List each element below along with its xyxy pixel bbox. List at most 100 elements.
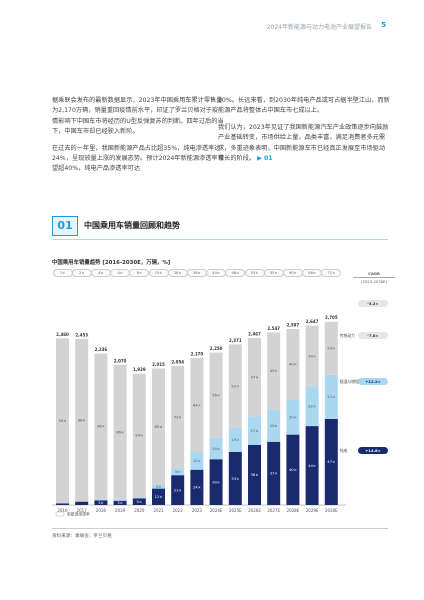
bar-segment-phev (267, 409, 281, 442)
bar-segment-bev (190, 469, 204, 505)
total-label: 2,705 (325, 315, 338, 320)
x-tick-label: 2022 (173, 508, 184, 513)
x-tick-label: 2028E (287, 508, 300, 513)
total-label: 2,236 (95, 347, 108, 352)
bar-segment-ice (132, 373, 146, 498)
legend-swatch (55, 511, 65, 517)
page-number: 5 (381, 21, 386, 29)
bar-segment-ice (56, 338, 69, 504)
cagr-pill (358, 332, 388, 339)
bar-segment-bev (324, 418, 338, 505)
cagr-range: (2023-2030E) (353, 277, 395, 284)
bar-segment-bev (171, 475, 185, 505)
segment-label: 17× (250, 428, 258, 433)
segment-label: 98× (78, 418, 86, 423)
total-label: 2,015 (152, 362, 165, 367)
bar-segment-phev (286, 399, 300, 435)
x-tick-label: 2030E (325, 508, 338, 513)
bar-segment-phev (190, 452, 204, 470)
total-label: 2,070 (114, 358, 127, 363)
segment-label: 30× (212, 479, 220, 484)
section-title: 中国乘用车销量回顾和趋势 (84, 221, 180, 230)
cagr-header: CAGR (2023-2030E) (353, 271, 395, 284)
penetration-badge: 71× (321, 269, 342, 277)
series-legend-label: 插混与增程 (340, 379, 359, 384)
x-tick-label: 2025E (229, 508, 242, 513)
segment-label: 37× (270, 471, 278, 476)
segment-label: 3× (156, 484, 162, 489)
segment-label: 3× (98, 500, 104, 505)
total-label: 1,939 (133, 367, 146, 372)
bar-segment-ice (286, 329, 300, 400)
total-label: 2,453 (75, 332, 88, 337)
total-label: 2,547 (267, 326, 280, 331)
x-tick-label: 2020 (134, 508, 145, 513)
segment-label: 14× (212, 446, 220, 451)
cagr-value: +12.2× (365, 379, 381, 384)
bar-segment-ice (209, 352, 223, 438)
segment-label: 19× (270, 423, 278, 428)
segment-label: 96× (97, 424, 105, 429)
text-column-left: 据乘联会发布的最新数据显示，2023年中国乘用车累计零售量为2,170万辆，销量… (52, 96, 224, 181)
section-divider (52, 239, 388, 240)
paragraph: 我们认为，2023年见证了我国新能源汽车产业政策逐步向鼓励产业基础转变，市场供给… (218, 123, 390, 165)
bar-segment-phev (305, 386, 319, 427)
segment-label: 56× (212, 393, 220, 398)
figure-reference-link[interactable]: ▶ 01 (257, 155, 273, 163)
series-legend-label: 传统动力 (340, 333, 355, 338)
segment-label: 36× (250, 472, 258, 477)
bar-segment-bev (75, 501, 89, 505)
segment-label: 5× (136, 499, 142, 504)
footer-divider (52, 528, 388, 529)
bar-segment-ice (228, 344, 242, 428)
segment-label: 45× (270, 368, 278, 373)
total-label: 2,371 (229, 338, 242, 343)
x-tick-label: 2021 (153, 508, 164, 513)
segment-label: 24× (193, 485, 201, 490)
total-label: 2,647 (306, 319, 319, 324)
page-header: 2024年新能源与动力电池产业展望报告 5 (0, 21, 424, 36)
segment-label: 99× (58, 418, 66, 423)
segment-label: 34× (308, 353, 316, 358)
segment-label: 96× (116, 429, 124, 434)
bar-segment-bev (305, 426, 319, 505)
bar-segment-ice (248, 337, 261, 417)
segment-label: 64× (193, 402, 201, 407)
cagr-value: +14.6× (365, 448, 381, 453)
segment-label: 47× (250, 374, 258, 379)
segment-label: 21× (327, 394, 335, 399)
bar-segment-phev (113, 499, 127, 501)
segment-label: 15× (231, 437, 239, 442)
bar-segment-bev (94, 500, 108, 505)
bar-segment-bev (286, 434, 300, 505)
bar-segment-bev (248, 444, 261, 505)
bar-segment-phev (171, 468, 185, 476)
bar-segment-ice (171, 365, 185, 469)
x-tick-label: 2023 (192, 508, 203, 513)
segment-label: 12× (154, 494, 162, 499)
segment-label: 40× (289, 362, 297, 367)
total-label: 2,460 (56, 332, 69, 337)
paragraph-text: 我们认为，2023年见证了我国新能源汽车产业政策逐步向鼓励产业基础转变，市场供给… (218, 123, 389, 163)
segment-label: 40× (289, 467, 297, 472)
paragraph: 据乘联会发布的最新数据显示，2023年中国乘用车累计零售量为2,170万辆，销量… (52, 97, 224, 136)
segment-label: 94× (135, 433, 143, 438)
series-legend-label: 纯电 (340, 448, 348, 453)
bar-segment-bev (209, 459, 223, 505)
x-tick-label: 2026E (248, 508, 261, 513)
cagr-pill (358, 300, 388, 307)
segment-label: 52× (231, 383, 239, 388)
segment-label: 47× (327, 459, 335, 464)
bar-segment-bev (267, 441, 281, 505)
x-tick-label: 2027E (267, 508, 280, 513)
segment-label: 72× (174, 414, 182, 419)
segment-label: 22× (308, 404, 316, 409)
x-tick-label: 2019 (115, 508, 126, 513)
bar-segment-ice (305, 325, 319, 387)
total-label: 2,054 (171, 359, 184, 364)
total-label: 2,467 (248, 331, 261, 336)
section-number: 01 (52, 216, 78, 236)
source-note: 资料来源：乘联会；罗兰贝格 (52, 534, 112, 539)
bar-segment-bev (132, 498, 146, 505)
